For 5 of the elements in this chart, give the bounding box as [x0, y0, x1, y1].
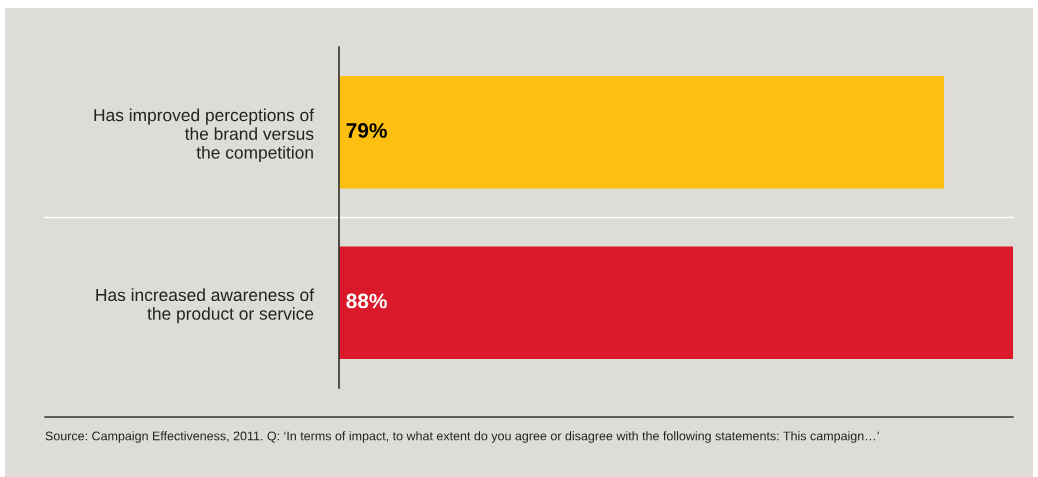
- y-tick-label: Has increased awareness of the product or service: [96, 288, 315, 324]
- data-label: 88%: [346, 293, 387, 309]
- source-note: Source: Campaign Effectiveness, 2011. Q: ‘In terms of impact, to what extent do you agree or disagree with the following statements: This campaign…’: [45, 431, 879, 443]
- data-label: 79%: [346, 123, 387, 138]
- y-tick-label: Has improved perceptions of the brand versus the competition: [94, 108, 315, 163]
